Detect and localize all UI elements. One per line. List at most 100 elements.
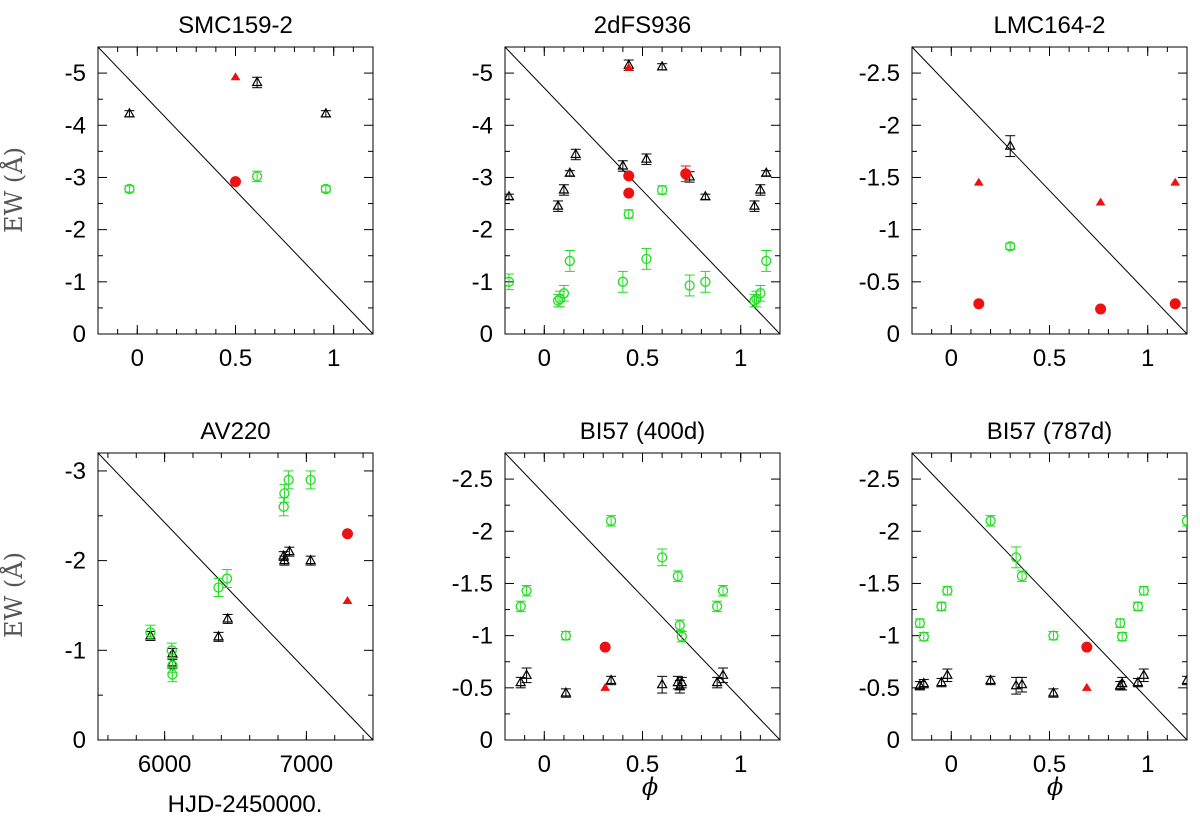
triangle-point [1047,686,1059,697]
y-tick-label: 0 [480,727,493,754]
filled-triangle-point [973,177,984,186]
triangle-point [918,677,930,688]
triangle-point [564,167,576,177]
circle-point [674,620,685,631]
circle-point [711,601,723,612]
filled-circle-point [680,168,692,180]
reference-line [97,46,374,335]
circle-point [1016,570,1028,582]
triangle-point [1010,679,1022,690]
reference-line [911,452,1188,741]
circle-point [617,276,629,287]
filled-circle-point [599,641,611,653]
y-tick-label: -0.5 [859,675,900,702]
y-tick-label: 0 [887,727,900,754]
triangle-point [222,612,234,623]
triangle-point [711,676,723,687]
circle-point [1115,617,1126,629]
circle-point [305,474,316,486]
data-layer [515,515,729,698]
circle-point [564,255,575,267]
circle-point [1117,631,1128,642]
y-tick-label: -2 [65,217,86,244]
y-tick-label: 0 [73,321,86,348]
reference-line [504,452,781,741]
chart-title: LMC164-2 [993,12,1105,39]
circle-point [605,515,617,526]
data-layer [123,72,332,195]
circle-point [1132,601,1144,612]
filled-circle-point [623,170,635,182]
chart-panel-3: LMC164-2 0 -0.5 -1 -1.5 -2 -2.5 0 0.5 1 [859,12,1188,372]
filled-circle-point [973,298,985,310]
y-tick-label: -1 [472,269,493,296]
filled-triangle-point [230,72,241,81]
x-axis-label-phase-middle: ϕ [642,773,658,801]
data-layer [144,470,353,683]
y-tick-label: 0 [73,727,86,754]
circle-point [251,171,263,182]
triangle-point [1138,669,1150,679]
circle-point [936,601,947,612]
y-tick-label: -3 [65,458,86,485]
circle-point [755,288,766,299]
triangle-point [212,630,225,641]
triangle-point [558,183,570,194]
x-tick-label: 0 [131,345,144,372]
filled-triangle-point [1081,682,1092,691]
filled-circle-point [1081,641,1093,653]
circle-point [1010,552,1022,563]
circle-point [918,631,929,642]
x-tick-label: 0 [945,751,958,778]
chart-title: AV220 [200,418,270,445]
triangle-point [1181,674,1187,685]
chart-title: 2dFS936 [594,12,691,39]
y-tick-label: -2 [65,548,86,575]
x-tick-label: 0.5 [626,345,659,372]
y-axis-label-top: EW (Å) [0,147,28,233]
triangle-point [656,60,668,71]
y-tick-label: -3 [65,164,86,191]
reference-line [911,46,1188,335]
circle-point [656,184,668,196]
triangle-point [515,676,527,687]
circle-point [167,669,178,680]
y-tick-label: -1.5 [452,570,493,597]
triangle-point [1016,678,1028,689]
circle-point [656,552,668,563]
triangle-point [941,669,953,679]
triangle-point [760,167,772,177]
y-tick-label: -2.5 [452,466,493,493]
reference-line [504,46,781,335]
y-tick-label: -4 [472,112,493,139]
data-layer [973,135,1181,315]
triangle-point [656,678,668,689]
triangle-point [1116,677,1128,688]
y-tick-label: -0.5 [452,675,493,702]
filled-triangle-point [600,682,611,691]
reference-line [97,452,374,741]
y-tick-label: -1 [472,623,493,650]
x-tick-label: 7000 [280,751,333,778]
filled-triangle-point [1095,197,1106,206]
triangle-point [748,199,760,210]
y-tick-label: -4 [65,112,86,139]
y-tick-label: -1.5 [859,164,900,191]
y-axis-label-bottom: EW (Å) [0,552,28,638]
y-tick-label: -2 [879,112,900,139]
y-tick-label: -2 [472,518,493,545]
circle-point [700,276,711,287]
triangle-point [699,190,711,201]
circle-point [684,280,695,291]
y-tick-label: -1 [879,217,900,244]
y-tick-label: -1 [879,623,900,650]
circle-point [558,288,570,299]
x-tick-label: 0 [945,345,958,372]
circle-point [676,631,687,642]
filled-circle-point [1095,303,1107,315]
y-tick-label: 0 [480,321,493,348]
x-tick-label: 0.5 [219,345,252,372]
circle-point [641,253,652,265]
circle-point [1138,585,1149,596]
